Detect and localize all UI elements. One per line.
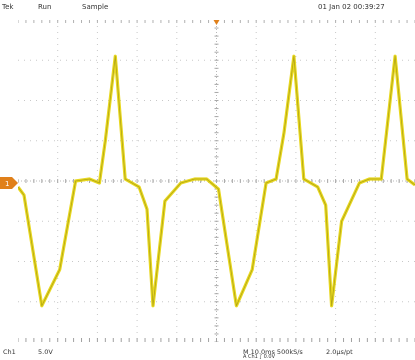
date-time: 01 Jan 02 00:39:27	[318, 3, 385, 11]
marker-label: 1	[5, 180, 9, 188]
volts-per-div: 5.0V	[38, 348, 53, 356]
waveform-plot	[18, 20, 415, 342]
trigger-readout: A Ch1 ∫ 0.0V	[243, 354, 276, 360]
channel-label: Ch1	[3, 348, 16, 356]
brand-label: Tek	[2, 3, 14, 11]
waveform-trace-core	[18, 55, 415, 307]
acquisition-mode: Sample	[82, 3, 109, 11]
status-bar: Tek Run Sample 01 Jan 02 00:39:27	[0, 0, 415, 20]
ch1-ground-marker[interactable]: 1	[0, 177, 18, 189]
scope-screen	[18, 20, 415, 342]
trigger-position-marker	[213, 20, 220, 25]
acquisition-state: Run	[38, 3, 52, 11]
record-points: 2.0µs/pt	[326, 348, 353, 356]
marker-shape	[0, 177, 18, 189]
horizontal-setting: M 10.0ms 500kS/s	[243, 348, 303, 356]
readout-bar: Ch1 5.0V M 10.0ms 500kS/s 2.0µs/pt A Ch1…	[0, 342, 415, 360]
